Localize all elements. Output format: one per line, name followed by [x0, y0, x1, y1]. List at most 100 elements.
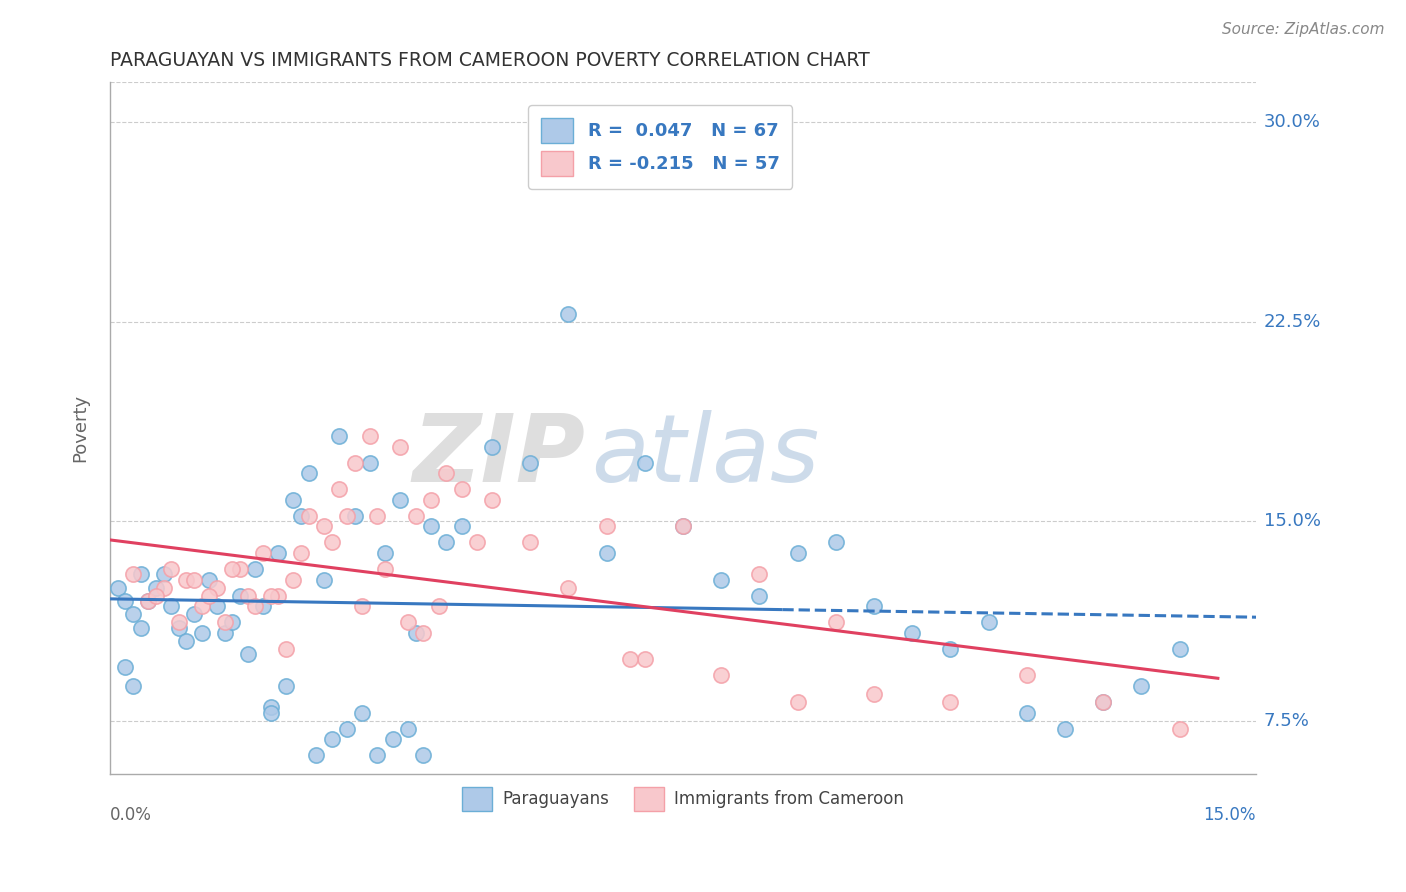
Point	[214, 615, 236, 630]
Point	[427, 599, 450, 614]
Point	[634, 456, 657, 470]
Point	[252, 546, 274, 560]
Point	[283, 573, 305, 587]
Point	[405, 508, 427, 523]
Point	[1130, 679, 1153, 693]
Point	[274, 641, 297, 656]
Point	[748, 589, 770, 603]
Point	[405, 625, 427, 640]
Text: 15.0%: 15.0%	[1204, 805, 1256, 823]
Point	[420, 519, 443, 533]
Point	[1168, 722, 1191, 736]
Point	[259, 700, 281, 714]
Point	[198, 589, 221, 603]
Point	[1015, 668, 1038, 682]
Point	[748, 567, 770, 582]
Point	[389, 440, 412, 454]
Point	[557, 581, 579, 595]
Point	[167, 620, 190, 634]
Point	[205, 581, 228, 595]
Point	[557, 307, 579, 321]
Point	[274, 679, 297, 693]
Point	[321, 732, 343, 747]
Point	[267, 589, 290, 603]
Point	[259, 589, 281, 603]
Point	[214, 625, 236, 640]
Point	[519, 535, 541, 549]
Point	[245, 599, 267, 614]
Point	[198, 573, 221, 587]
Point	[321, 535, 343, 549]
Point	[352, 706, 374, 720]
Point	[481, 492, 503, 507]
Point	[259, 706, 281, 720]
Point	[252, 599, 274, 614]
Point	[359, 429, 381, 443]
Point	[786, 546, 808, 560]
Point	[1015, 706, 1038, 720]
Point	[176, 633, 198, 648]
Point	[221, 562, 243, 576]
Point	[328, 482, 350, 496]
Point	[359, 456, 381, 470]
Point	[114, 594, 136, 608]
Point	[328, 429, 350, 443]
Point	[634, 652, 657, 666]
Point	[366, 508, 388, 523]
Point	[710, 668, 733, 682]
Point	[396, 722, 419, 736]
Point	[863, 687, 886, 701]
Point	[160, 562, 183, 576]
Point	[129, 567, 152, 582]
Text: 15.0%: 15.0%	[1264, 512, 1320, 530]
Point	[786, 695, 808, 709]
Text: atlas: atlas	[592, 410, 820, 501]
Point	[374, 562, 396, 576]
Text: PARAGUAYAN VS IMMIGRANTS FROM CAMEROON POVERTY CORRELATION CHART: PARAGUAYAN VS IMMIGRANTS FROM CAMEROON P…	[110, 51, 870, 70]
Point	[145, 589, 167, 603]
Point	[336, 722, 359, 736]
Point	[114, 660, 136, 674]
Point	[939, 695, 962, 709]
Point	[434, 535, 457, 549]
Point	[824, 535, 846, 549]
Point	[374, 546, 396, 560]
Point	[145, 581, 167, 595]
Point	[312, 573, 335, 587]
Point	[136, 594, 159, 608]
Point	[450, 482, 472, 496]
Text: 22.5%: 22.5%	[1264, 313, 1322, 331]
Text: 0.0%: 0.0%	[110, 805, 152, 823]
Point	[183, 573, 205, 587]
Point	[481, 440, 503, 454]
Y-axis label: Poverty: Poverty	[72, 394, 89, 462]
Point	[901, 625, 924, 640]
Point	[595, 546, 617, 560]
Point	[267, 546, 290, 560]
Point	[1168, 641, 1191, 656]
Point	[167, 615, 190, 630]
Point	[1092, 695, 1115, 709]
Point	[312, 519, 335, 533]
Point	[236, 647, 259, 661]
Point	[519, 456, 541, 470]
Point	[939, 641, 962, 656]
Text: ZIP: ZIP	[413, 409, 586, 501]
Point	[412, 748, 434, 763]
Point	[245, 562, 267, 576]
Point	[183, 607, 205, 622]
Point	[152, 581, 174, 595]
Point	[221, 615, 243, 630]
Point	[336, 508, 359, 523]
Text: Source: ZipAtlas.com: Source: ZipAtlas.com	[1222, 22, 1385, 37]
Legend: Paraguayans, Immigrants from Cameroon: Paraguayans, Immigrants from Cameroon	[456, 780, 911, 817]
Point	[283, 492, 305, 507]
Point	[122, 607, 145, 622]
Point	[290, 546, 312, 560]
Point	[672, 519, 695, 533]
Point	[672, 519, 695, 533]
Point	[152, 567, 174, 582]
Point	[1092, 695, 1115, 709]
Point	[107, 581, 129, 595]
Point	[236, 589, 259, 603]
